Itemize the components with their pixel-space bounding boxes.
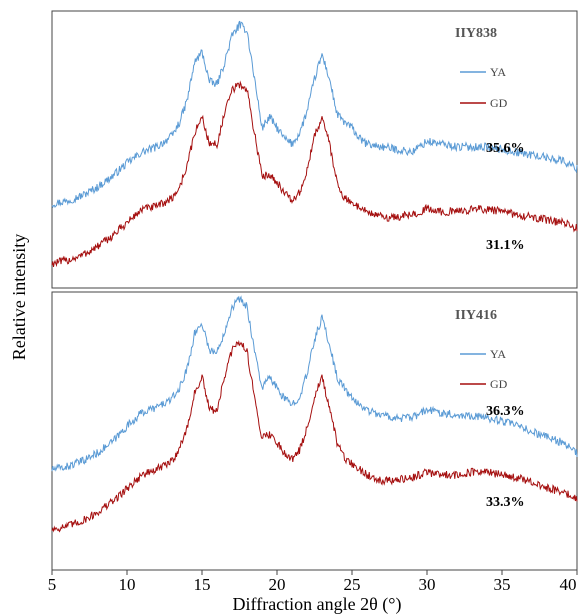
x-tick-label: 30 xyxy=(419,575,436,594)
x-tick-label: 40 xyxy=(560,575,577,594)
legend-label-gd: GD xyxy=(490,96,508,110)
x-tick-label: 20 xyxy=(269,575,286,594)
legend-label-ya: YA xyxy=(490,65,506,79)
x-axis-label: Diffraction angle 2θ (°) xyxy=(233,594,402,615)
x-tick-label: 35 xyxy=(494,575,511,594)
x-tick-label: 25 xyxy=(344,575,361,594)
annotation-ya: 36.3% xyxy=(486,404,525,419)
panel-title: IIY838 xyxy=(455,26,497,41)
panel-title: IIY416 xyxy=(455,308,497,323)
x-axis: 5 10 15 20 25 30 35 40 xyxy=(48,570,578,594)
panel-frame-top xyxy=(51,10,578,289)
series-line-gd xyxy=(51,80,578,268)
panel-top: IIY838 YA GD 35.6% 31.1% xyxy=(51,20,578,268)
annotation-gd: 33.3% xyxy=(486,495,525,510)
series-line-gd xyxy=(51,339,578,533)
legend-label-gd: GD xyxy=(490,377,508,391)
legend-label-ya: YA xyxy=(490,347,506,361)
y-axis-label: Relative intensity xyxy=(9,234,29,360)
x-tick-label: 5 xyxy=(48,575,57,594)
annotation-gd: 31.1% xyxy=(486,238,525,253)
series-line-ya xyxy=(51,295,578,472)
series-line-ya xyxy=(51,20,578,209)
annotation-ya: 35.6% xyxy=(486,141,525,156)
panel-frame-bottom xyxy=(51,291,578,571)
x-tick-label: 15 xyxy=(194,575,211,594)
x-tick-label: 10 xyxy=(119,575,136,594)
panel-bottom: IIY416 YA GD 36.3% 33.3% xyxy=(51,295,578,533)
